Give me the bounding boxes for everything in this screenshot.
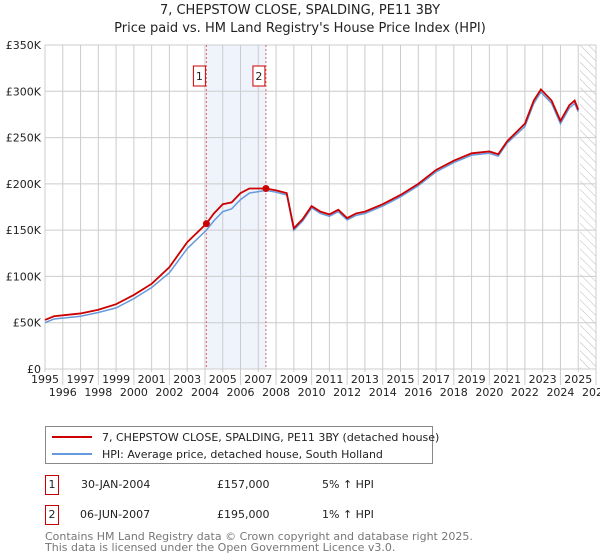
legend-item-property: 7, CHEPSTOW CLOSE, SPALDING, PE11 3BY (d… — [46, 429, 439, 445]
x-tick-label: 2013 — [351, 373, 379, 386]
footer-line: This data is licensed under the Open Gov… — [45, 541, 396, 554]
x-tick-label: 2016 — [404, 386, 432, 399]
y-tick-label: £150K — [6, 224, 42, 237]
sale-price: £157,000 — [217, 478, 270, 491]
x-tick-label: 2015 — [386, 373, 414, 386]
hpi-line — [44, 91, 579, 324]
x-tick-label: 2021 — [493, 373, 521, 386]
legend-swatch — [52, 453, 92, 455]
sale-period-shading — [206, 45, 266, 369]
x-tick-label: 2023 — [529, 373, 557, 386]
x-tick-label: 2012 — [333, 386, 361, 399]
footer-line: Contains HM Land Registry data © Crown c… — [45, 530, 473, 543]
sale-marker-box — [192, 65, 206, 87]
legend: 7, CHEPSTOW CLOSE, SPALDING, PE11 3BY (d… — [45, 426, 439, 464]
y-tick-label: £100K — [6, 270, 42, 283]
sale-point — [262, 184, 270, 192]
x-tick-label: 2020 — [475, 386, 503, 399]
legend-label: HPI: Average price, detached house, Sout… — [102, 447, 383, 461]
sale-marker-label: 2 — [255, 70, 262, 83]
legend-label: 7, CHEPSTOW CLOSE, SPALDING, PE11 3BY (d… — [102, 430, 440, 444]
property-price-line — [44, 87, 580, 321]
chart-title: 7, CHEPSTOW CLOSE, SPALDING, PE11 3BY — [159, 3, 441, 18]
x-tick-label: 2018 — [440, 386, 468, 399]
sale-date: 06-JUN-2007 — [80, 508, 151, 521]
sale-date: 30-JAN-2004 — [81, 478, 151, 491]
x-tick-label: 2000 — [120, 386, 148, 399]
legend-swatch — [52, 436, 92, 438]
y-tick-label: £200K — [6, 178, 42, 191]
x-tick-label: 2003 — [173, 373, 201, 386]
x-tick-label: 1996 — [49, 386, 77, 399]
x-tick-label: 2005 — [209, 373, 237, 386]
x-tick-label: 2026 — [582, 386, 600, 399]
x-tick-label: 2008 — [262, 386, 290, 399]
sale-row: 2 06-JUN-2007 £195,000 1% ↑ HPI — [45, 505, 445, 525]
y-tick-label: £300K — [6, 85, 42, 98]
x-tick-label: 2025 — [564, 373, 592, 386]
sale-row: 1 30-JAN-2004 £157,000 5% ↑ HPI — [45, 475, 445, 495]
sale-marker: 2 — [45, 505, 59, 525]
price-chart: 1995199619971998199920002001200220032004… — [6, 39, 600, 399]
x-tick-label: 2006 — [227, 386, 255, 399]
x-tick-label: 2009 — [280, 373, 308, 386]
x-tick-label: 2019 — [458, 373, 486, 386]
x-tick-label: 1997 — [67, 373, 95, 386]
y-tick-label: £250K — [6, 132, 42, 145]
sale-hpi: 1% ↑ HPI — [322, 508, 374, 521]
sale-marker-box — [252, 65, 266, 87]
sale-price: £195,000 — [217, 508, 270, 521]
x-tick-label: 2011 — [315, 373, 343, 386]
y-tick-label: £0 — [27, 363, 41, 376]
y-tick-label: £350K — [6, 39, 42, 52]
x-tick-label: 2001 — [138, 373, 166, 386]
x-tick-label: 1999 — [102, 373, 130, 386]
sale-marker-label: 1 — [196, 70, 203, 83]
x-tick-label: 2014 — [369, 386, 397, 399]
legend-item-hpi: HPI: Average price, detached house, Sout… — [46, 446, 383, 462]
footer: Contains HM Land Registry data © Crown c… — [45, 531, 473, 553]
sale-marker: 1 — [45, 475, 59, 495]
x-tick-label: 1998 — [84, 386, 112, 399]
chart-subtitle: Price paid vs. HM Land Registry's House … — [114, 21, 486, 36]
x-tick-label: 2022 — [511, 386, 539, 399]
sale-point — [202, 220, 210, 228]
x-tick-label: 2007 — [244, 373, 272, 386]
x-tick-label: 2004 — [191, 386, 219, 399]
x-tick-label: 1995 — [31, 373, 59, 386]
x-tick-label: 2017 — [422, 373, 450, 386]
x-tick-label: 2002 — [155, 386, 183, 399]
y-tick-label: £50K — [13, 317, 42, 330]
x-tick-label: 2024 — [546, 386, 574, 399]
x-tick-label: 2010 — [298, 386, 326, 399]
forecast-hatch — [580, 45, 596, 369]
sale-hpi: 5% ↑ HPI — [322, 478, 374, 491]
